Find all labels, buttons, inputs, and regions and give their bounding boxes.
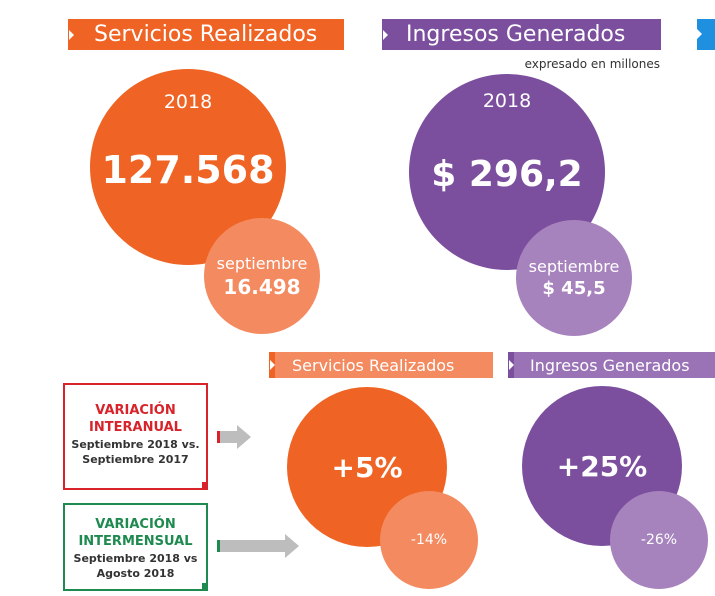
intermensual-line1: VARIACIÓN [95, 517, 176, 532]
header-partial-blue [697, 19, 715, 50]
ingresos-intermensual-circle: -26% [610, 491, 708, 589]
ingresos-intermensual-value: -26% [640, 532, 678, 548]
intermensual-line2: INTERMENSUAL [78, 534, 193, 549]
servicios-intermensual-circle: -14% [380, 491, 478, 589]
header-title: Servicios Realizados [292, 355, 455, 375]
header-ingresos-generados: Ingresos Generados [382, 19, 661, 50]
corner-marker [202, 482, 208, 490]
header-title: Servicios Realizados [94, 22, 318, 47]
ingresos-total: $ 296,2 [431, 153, 583, 195]
servicios-total-circle: 2018 127.568 [90, 69, 286, 265]
interanual-line1: VARIACIÓN [95, 403, 176, 418]
header-title: Ingresos Generados [530, 355, 690, 375]
ingresos-year: 2018 [482, 90, 532, 112]
ingresos-interanual-value: +25% [556, 449, 648, 483]
interanual-line4: Septiembre 2017 [82, 453, 189, 466]
bottom-header-ingresos: Ingresos Generados [508, 352, 715, 378]
ingresos-total-circle: 2018 $ 296,2 [409, 74, 605, 270]
servicios-interanual-value: +5% [331, 450, 403, 484]
interanual-line2: INTERANUAL [89, 420, 182, 435]
servicios-total: 127.568 [101, 148, 275, 192]
ingresos-month-circle: septiembre $ 45,5 [516, 220, 632, 336]
ingresos-subtitle: expresado en millones [524, 57, 660, 71]
header-title: Ingresos Generados [406, 22, 626, 47]
variacion-interanual-box: VARIACIÓN INTERANUAL Septiembre 2018 vs.… [63, 383, 208, 490]
intermensual-line3: Septiembre 2018 vs [73, 552, 198, 565]
corner-marker [202, 583, 208, 591]
header-marker [68, 19, 74, 50]
servicios-year: 2018 [163, 91, 213, 113]
servicios-month-value: 16.498 [223, 274, 301, 299]
header-servicios-realizados: Servicios Realizados [68, 19, 344, 50]
servicios-intermensual-value: -14% [410, 532, 448, 548]
intermensual-line4: Agosto 2018 [96, 567, 175, 580]
ingresos-month-value: $ 45,5 [542, 278, 606, 299]
header-marker [269, 352, 275, 378]
header-marker [508, 352, 514, 378]
ingresos-month: septiembre [528, 257, 620, 276]
variacion-intermensual-box: VARIACIÓN INTERMENSUAL Septiembre 2018 v… [63, 503, 208, 591]
header-marker [382, 19, 388, 50]
interanual-line3: Septiembre 2018 vs. [71, 438, 200, 451]
servicios-month-circle: septiembre 16.498 [204, 218, 320, 334]
servicios-month: septiembre [216, 253, 308, 273]
bottom-header-servicios: Servicios Realizados [269, 352, 493, 378]
